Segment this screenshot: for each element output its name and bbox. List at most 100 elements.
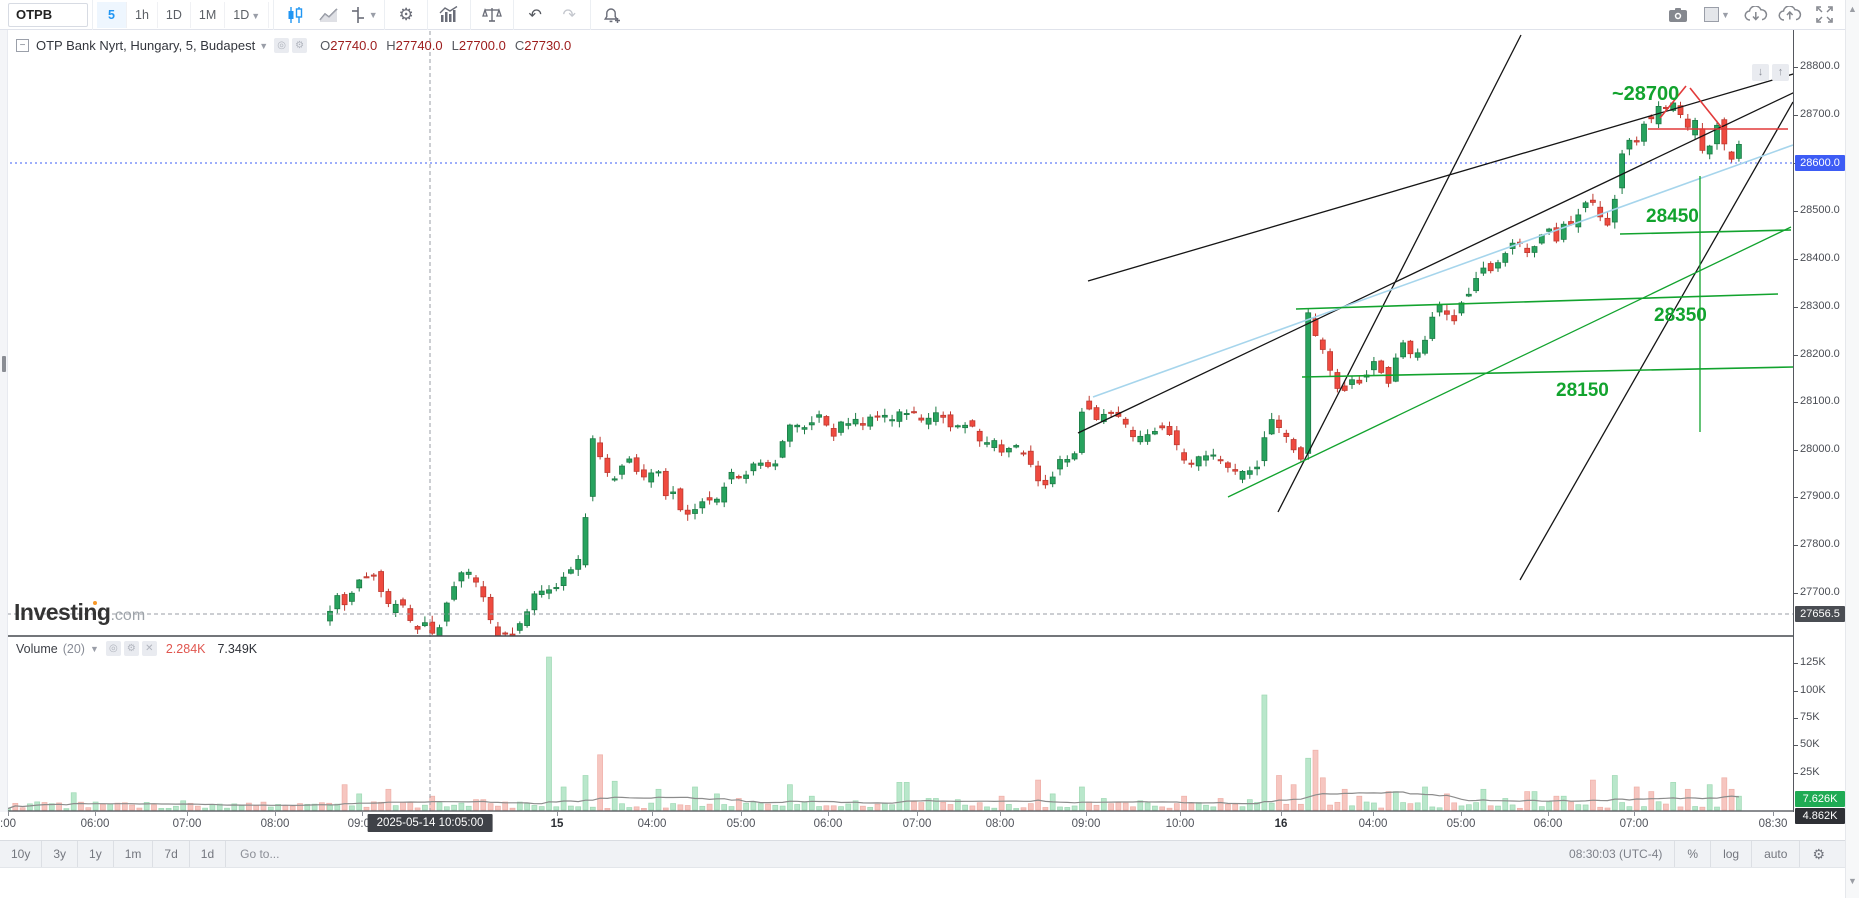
annotation-text-28150[interactable]: 28150	[1556, 380, 1609, 401]
interval-button-5-0[interactable]: 5	[97, 1, 127, 28]
remove-indicator-icon[interactable]: ✕	[141, 641, 157, 656]
axis-settings-gear-button[interactable]: ⚙	[1799, 841, 1837, 867]
trendline-green-diagonal[interactable]	[1227, 226, 1792, 498]
level-28160[interactable]	[1301, 366, 1793, 378]
scale-up-button[interactable]: ↑	[1772, 64, 1789, 81]
page-scrollbar[interactable]: ▲ ▼	[1845, 0, 1859, 898]
volume-bar	[706, 803, 713, 811]
range-button-10y[interactable]: 10y	[0, 841, 43, 867]
indicators-button[interactable]	[432, 2, 466, 28]
range-button-1y[interactable]: 1y	[78, 841, 114, 867]
logo-text-main: Investing	[14, 599, 111, 625]
volume-bar	[801, 801, 808, 811]
series-settings-gear-icon[interactable]: ⚙	[292, 38, 308, 53]
collapse-pane-icon[interactable]: −	[16, 39, 29, 52]
volume-bar	[1429, 806, 1436, 811]
cloud-save-button[interactable]	[1773, 2, 1807, 28]
chart-style-group: ▼	[274, 0, 386, 30]
volume-tick-label: 75K	[1800, 711, 1820, 723]
candle	[881, 408, 888, 423]
candle	[1049, 471, 1056, 488]
range-button-1m[interactable]: 1m	[114, 841, 154, 867]
redo-button[interactable]: ↷	[552, 2, 586, 28]
annotation-text-28700[interactable]: ~28700	[1612, 83, 1679, 105]
candle	[1626, 138, 1633, 156]
interval-button-1m-3[interactable]: 1M	[191, 1, 226, 28]
volume-bar	[392, 805, 399, 811]
symbol-input[interactable]	[8, 2, 88, 27]
volume-bar	[589, 806, 596, 811]
volume-bar	[575, 806, 582, 811]
indicator-settings-gear-icon[interactable]: ⚙	[123, 641, 139, 656]
bar-style-button[interactable]: ▼	[346, 2, 380, 28]
time-axis[interactable]: 2025-05-14 10:05:00 :00 06:00 07:00 08:00 09…	[0, 812, 1793, 840]
candle	[779, 439, 786, 459]
candle	[1721, 117, 1728, 151]
volume-bar	[1027, 803, 1034, 811]
range-button-7d[interactable]: 7d	[153, 841, 190, 867]
volume-bar	[1677, 806, 1684, 811]
visibility-eye-icon[interactable]: ◎	[274, 38, 290, 53]
candle	[531, 591, 538, 616]
scale-down-button[interactable]: ↓	[1752, 64, 1769, 81]
annotation-text-28450[interactable]: 28450	[1646, 206, 1699, 227]
volume-bar	[41, 802, 48, 811]
%-scale-button[interactable]: %	[1674, 841, 1710, 867]
layout-select-button[interactable]: ▼	[1695, 2, 1739, 28]
volume-bar	[1152, 805, 1158, 811]
trendline-lightblue[interactable]	[1092, 144, 1793, 398]
range-button-3y[interactable]: 3y	[42, 841, 79, 867]
log-scale-button[interactable]: log	[1710, 841, 1751, 867]
red-flag-upper[interactable]	[1659, 85, 1687, 119]
chevron-down-icon[interactable]: ▼	[89, 643, 99, 654]
price-axis[interactable]: 28800.0 28700.0 28600.0 28500.0 28400.0 28300…	[1793, 30, 1845, 824]
auto-scale-button[interactable]: auto	[1751, 841, 1799, 867]
trendline-channel-lower[interactable]	[1077, 62, 1793, 434]
trendline-channel-upper[interactable]	[1087, 55, 1793, 282]
interval-button-1d-2[interactable]: 1D	[158, 1, 191, 28]
annotation-text-28350[interactable]: 28350	[1654, 305, 1707, 326]
volume-bar	[757, 803, 764, 811]
candle	[1137, 430, 1144, 445]
candle	[655, 469, 662, 477]
chart-canvas[interactable]: ~28700 28450 28350 28150	[0, 0, 1793, 812]
candle	[816, 410, 822, 423]
line-style-button[interactable]	[312, 2, 346, 28]
candle	[925, 413, 932, 430]
cloud-load-button[interactable]	[1739, 2, 1773, 28]
compare-scales-button[interactable]	[475, 2, 509, 28]
candle	[1152, 427, 1158, 436]
trendline-steep-left[interactable]	[1277, 34, 1522, 513]
visibility-eye-icon[interactable]: ◎	[105, 641, 121, 656]
candle	[1341, 381, 1348, 392]
volume-bar	[889, 804, 895, 811]
go-to-date-button[interactable]: Go to...	[226, 847, 293, 861]
fullscreen-button[interactable]	[1807, 2, 1841, 28]
red-flag-lower[interactable]	[1689, 87, 1723, 129]
drawing-toolbar-handle[interactable]	[2, 356, 6, 372]
level-28450[interactable]	[1619, 229, 1792, 235]
add-alert-bell-button[interactable]	[595, 2, 629, 28]
drawing-toolbar-collapsed[interactable]	[0, 30, 8, 812]
candle	[1699, 123, 1706, 154]
ohlc-o: O27740.0	[320, 38, 378, 53]
volume-bar	[70, 792, 77, 811]
interval-button-1d-4[interactable]: 1D ▼	[225, 1, 270, 28]
range-button-1d[interactable]: 1d	[190, 841, 227, 867]
level-28310[interactable]	[1295, 293, 1779, 310]
chevron-down-icon[interactable]: ▼	[259, 40, 269, 51]
undo-button[interactable]: ↶	[518, 2, 552, 28]
interval-button-1h-1[interactable]: 1h	[127, 1, 158, 28]
price-tick-label: 28000.0	[1800, 443, 1840, 455]
candle	[1414, 348, 1421, 361]
candlestick-style-button[interactable]	[278, 2, 312, 28]
screenshot-camera-button[interactable]	[1661, 2, 1695, 28]
scroll-down-icon[interactable]: ▼	[1848, 876, 1857, 886]
candle	[356, 579, 363, 592]
settings-gear-button[interactable]: ⚙	[389, 2, 423, 28]
volume-bar	[1239, 806, 1246, 811]
scroll-up-icon[interactable]: ▲	[1848, 4, 1857, 14]
volume-bar	[495, 805, 501, 811]
volume-bar	[1341, 788, 1348, 811]
trendline-steep-right[interactable]	[1519, 101, 1793, 581]
